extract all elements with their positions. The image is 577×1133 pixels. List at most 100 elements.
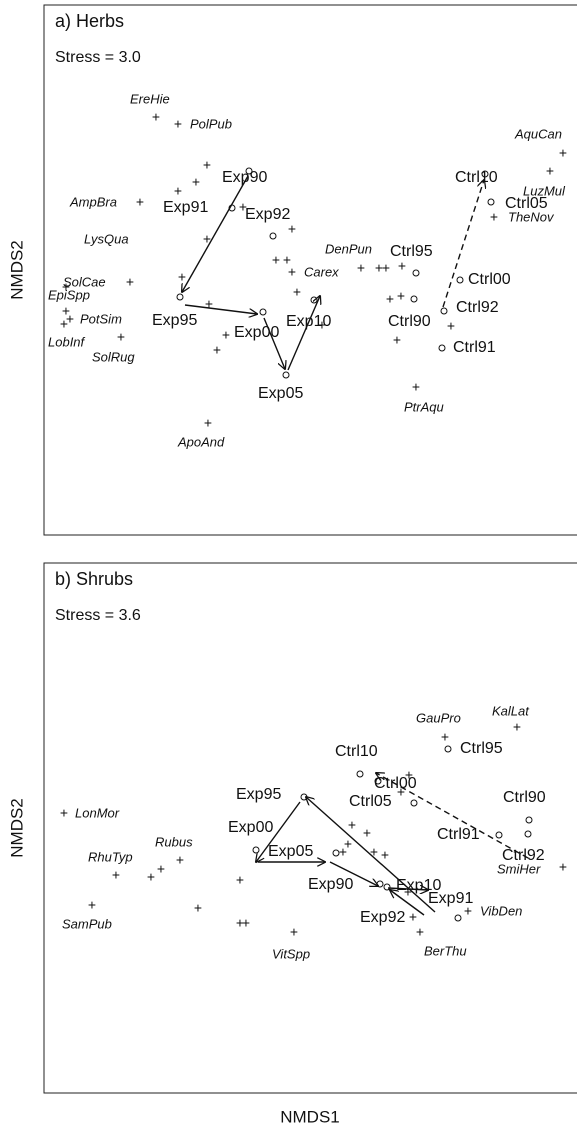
site-label: Ctrl95 (460, 740, 503, 757)
species-marker: + (405, 767, 413, 783)
species-label: PolPub (190, 116, 232, 131)
species-marker: + (375, 260, 383, 276)
species-marker: + (357, 260, 365, 276)
species-label: TheNov (508, 209, 555, 224)
site-label: Exp10 (286, 313, 331, 330)
species-marker: + (464, 903, 472, 919)
site-label: Exp95 (236, 786, 281, 803)
species-marker: + (147, 869, 155, 885)
species-marker: + (344, 836, 352, 852)
species-marker: + (447, 318, 455, 334)
trajectory-arrow (287, 296, 320, 371)
species-label: VitSpp (272, 946, 310, 961)
site-marker (440, 307, 448, 315)
species-marker: + (88, 897, 96, 913)
species-label: LobInf (48, 334, 86, 349)
species-marker: + (236, 915, 244, 931)
trajectory-arrow (263, 317, 285, 369)
y-axis-label: NMDS2 (7, 798, 26, 858)
species-marker: + (404, 884, 412, 900)
species-marker: + (318, 317, 326, 333)
species-marker: + (293, 284, 301, 300)
trajectory-arrow (390, 890, 425, 916)
species-marker: + (513, 719, 521, 735)
species-marker: + (288, 264, 296, 280)
species-marker: + (204, 415, 212, 431)
trajectory-arrow (256, 801, 301, 862)
site-label: Exp00 (228, 819, 273, 836)
site-label: Ctrl10 (455, 169, 498, 186)
panel-frame (43, 4, 577, 536)
species-marker: + (157, 861, 165, 877)
site-label: Exp92 (245, 206, 290, 223)
species-label: BerThu (424, 943, 467, 958)
trajectory-arrow (306, 797, 436, 913)
y-axis-label: NMDS2 (7, 240, 26, 300)
site-label: Ctrl95 (390, 243, 433, 260)
site-marker (487, 198, 495, 206)
site-marker (524, 830, 532, 838)
site-label: Exp91 (163, 199, 208, 216)
site-label: Ctrl05 (349, 793, 392, 810)
site-marker (456, 276, 464, 284)
species-label: SolRug (92, 349, 135, 364)
species-marker: + (393, 332, 401, 348)
species-marker: + (288, 221, 296, 237)
site-label: Exp00 (234, 324, 279, 341)
species-marker: + (112, 867, 120, 883)
species-marker: + (192, 174, 200, 190)
stress: Stress = 3.0 (55, 49, 141, 66)
species-marker: + (370, 844, 378, 860)
site-marker (495, 831, 503, 839)
species-marker: + (412, 379, 420, 395)
species-marker: + (416, 924, 424, 940)
species-label: PotSim (80, 311, 122, 326)
species-marker: + (174, 183, 182, 199)
species-marker: + (213, 342, 221, 358)
species-marker: + (174, 116, 182, 132)
x-axis-label: NMDS1 (280, 1107, 340, 1126)
site-marker (410, 799, 418, 807)
species-marker: + (386, 291, 394, 307)
species-marker: + (62, 303, 70, 319)
site-marker (438, 344, 446, 352)
species-label: LysQua (84, 231, 129, 246)
site-label: Ctrl91 (453, 339, 496, 356)
species-label: LonMor (75, 805, 120, 820)
species-label: ApoAnd (177, 434, 225, 449)
species-marker: + (397, 288, 405, 304)
site-marker (259, 308, 267, 316)
site-label: Exp95 (152, 312, 197, 329)
species-marker: + (559, 859, 567, 875)
panel-title: a) Herbs (55, 11, 124, 31)
site-marker (282, 371, 290, 379)
species-label: SamPub (62, 916, 112, 931)
site-label: Ctrl05 (505, 195, 548, 212)
species-marker: + (236, 872, 244, 888)
species-marker: + (242, 915, 250, 931)
site-marker (481, 170, 489, 178)
species-marker: + (203, 157, 211, 173)
site-label: Exp90 (222, 169, 267, 186)
site-label: Ctrl90 (503, 789, 546, 806)
species-label: GauPro (416, 710, 461, 725)
site-marker (245, 167, 253, 175)
site-marker (454, 914, 462, 922)
species-marker: + (66, 311, 74, 327)
site-label: Ctrl92 (502, 847, 545, 864)
site-label: Exp90 (308, 876, 353, 893)
site-marker (412, 269, 420, 277)
species-marker: + (272, 252, 280, 268)
species-marker: + (176, 852, 184, 868)
species-marker: + (178, 269, 186, 285)
site-label: Exp05 (268, 843, 313, 860)
species-label: DenPun (325, 241, 372, 256)
site-marker (228, 204, 236, 212)
site-marker (269, 232, 277, 240)
species-label: RhuTyp (88, 849, 133, 864)
species-label: EreHie (130, 91, 170, 106)
species-marker: + (222, 327, 230, 343)
species-marker: + (290, 924, 298, 940)
site-label: Exp92 (360, 909, 405, 926)
